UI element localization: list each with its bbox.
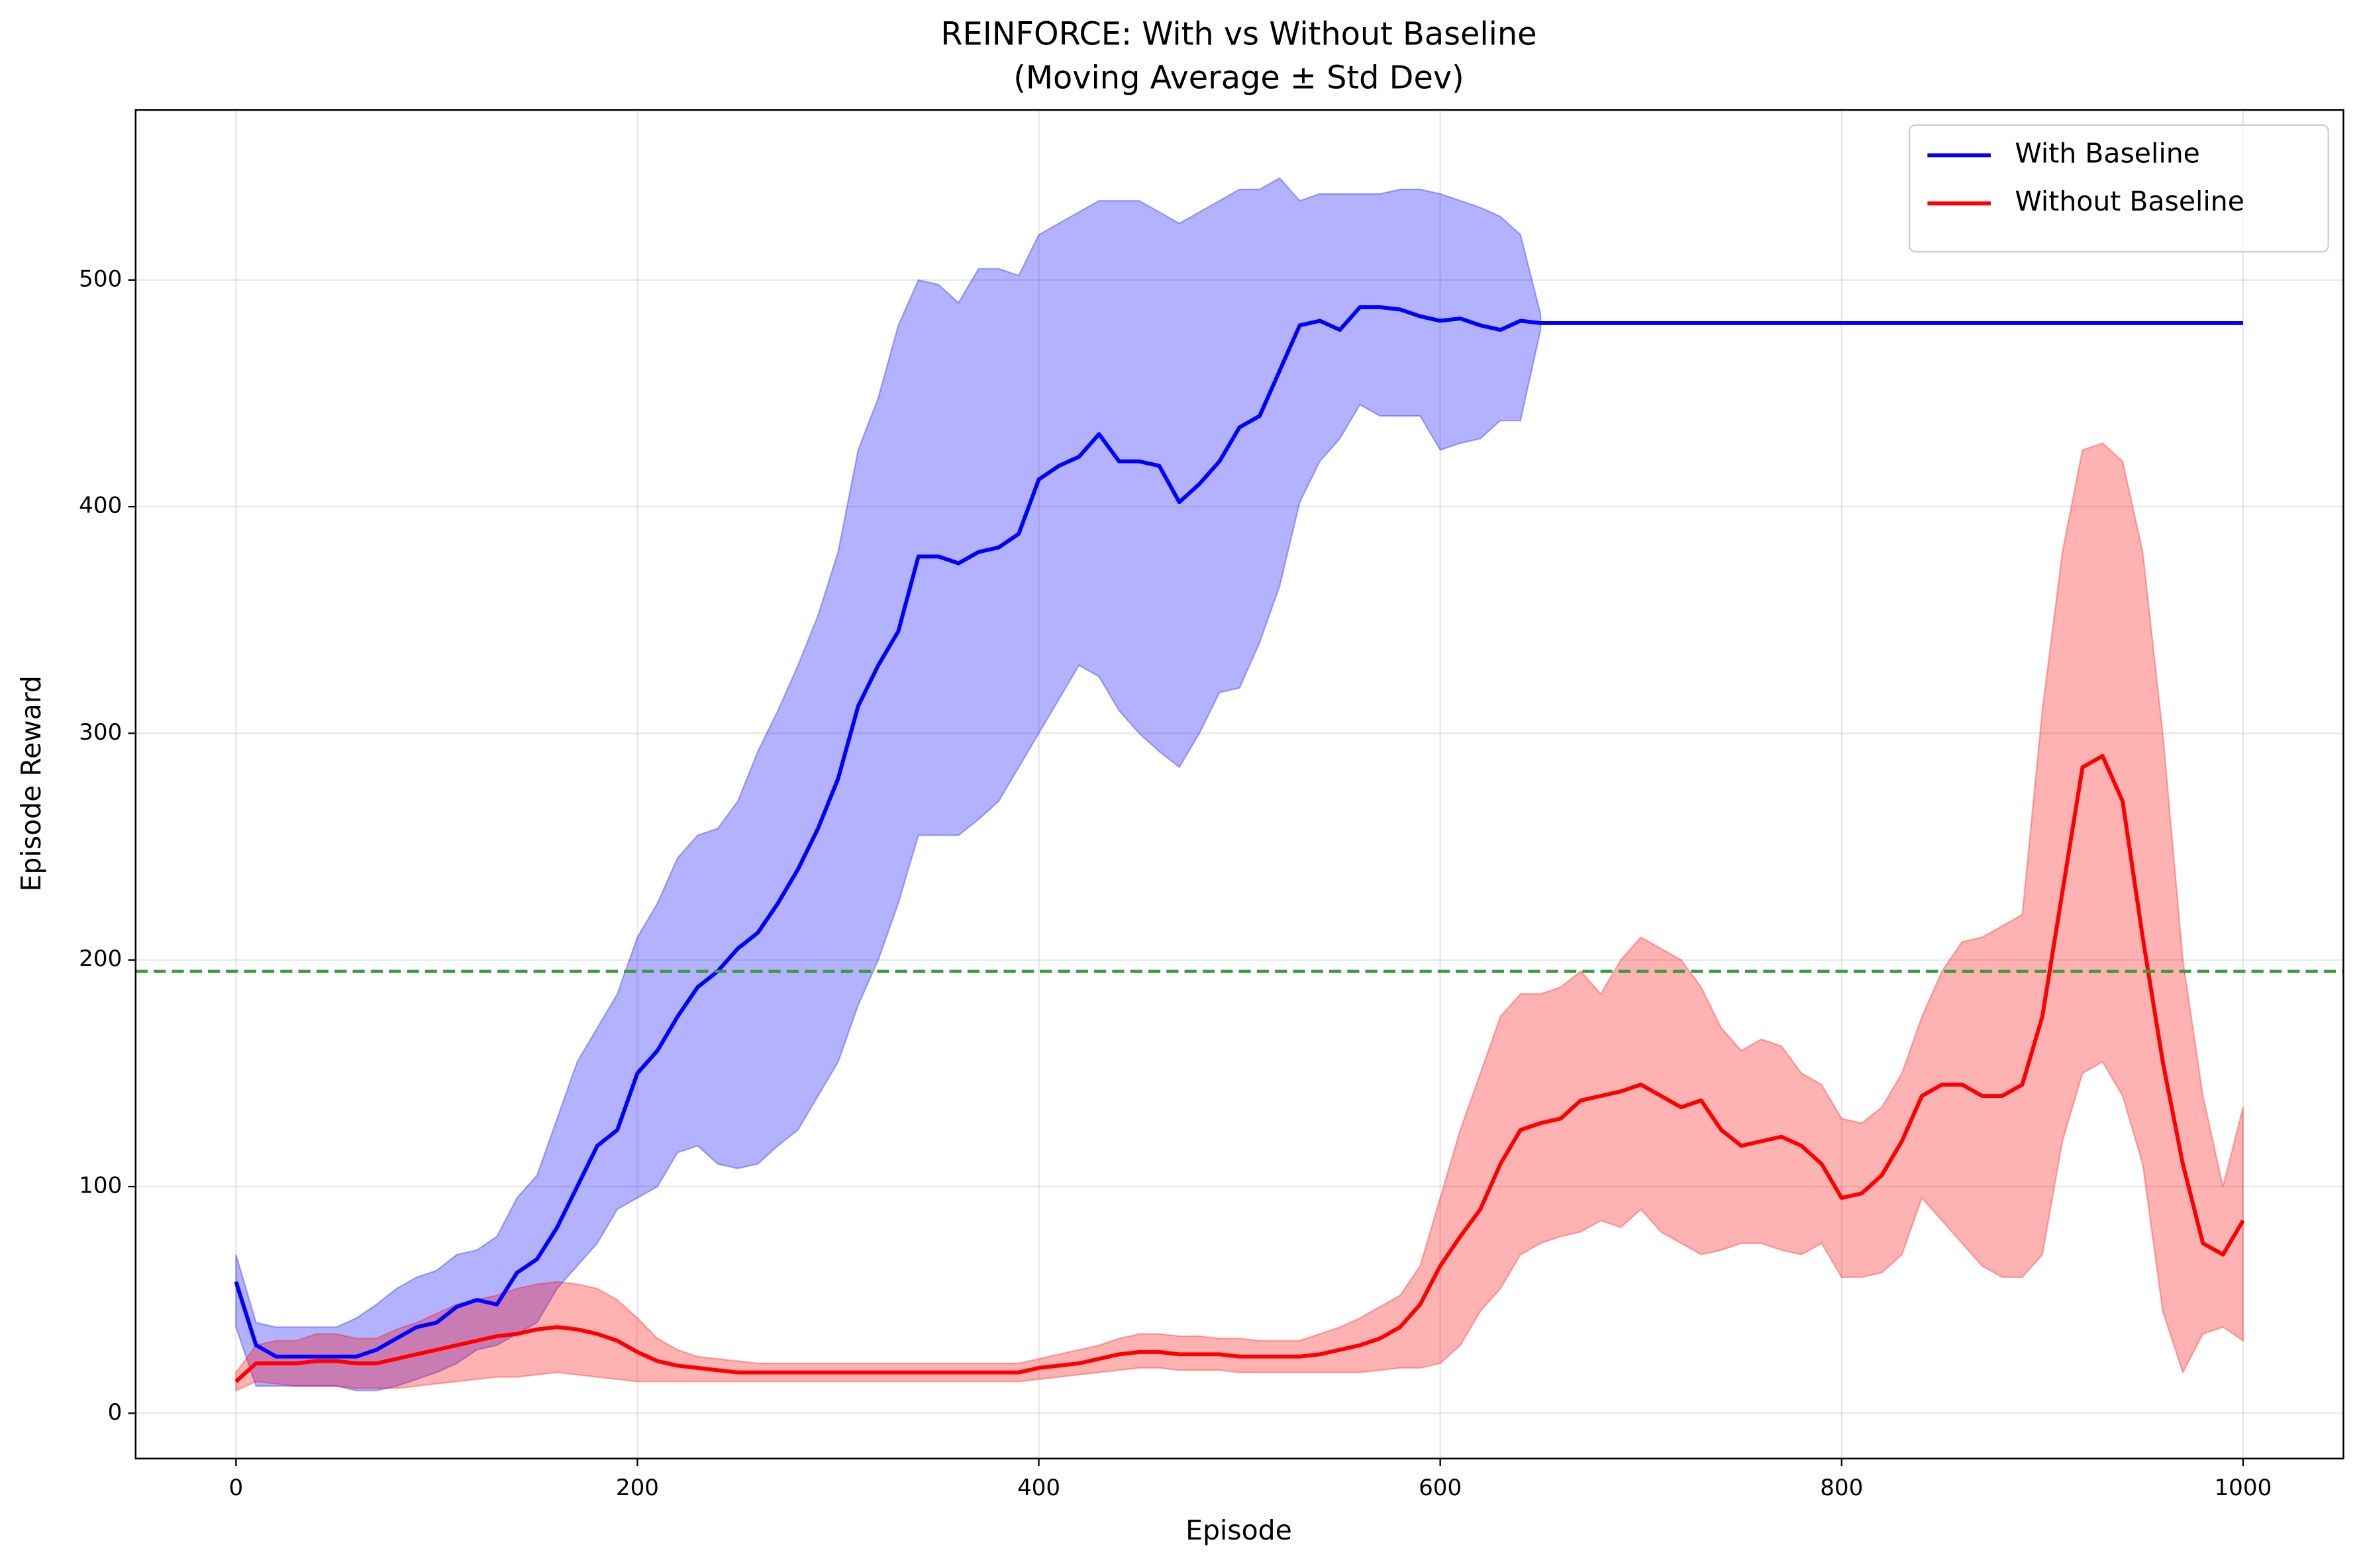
x-tick-label: 800 (1820, 1475, 1863, 1501)
y-tick-label: 200 (79, 946, 122, 972)
y-tick-label: 500 (79, 266, 122, 292)
series-line (234, 754, 2245, 1383)
legend-label: With Baseline (2015, 137, 2200, 169)
y-tick-label: 300 (79, 719, 122, 746)
chart-title: REINFORCE: With vs Without Baseline (940, 17, 1536, 53)
x-tick-label: 1000 (2214, 1475, 2272, 1501)
series-line (234, 305, 2243, 1359)
y-tick-label: 100 (79, 1173, 122, 1199)
chart-subtitle: (Moving Average ± Std Dev) (1013, 60, 1464, 97)
x-tick-label: 0 (228, 1475, 243, 1501)
x-axis-label: Episode (1185, 1514, 1292, 1546)
legend-box (1908, 124, 2329, 253)
std-band (235, 177, 1542, 1392)
y-tick-label: 400 (79, 493, 122, 519)
plot-frame (134, 109, 2344, 1459)
y-tick-label: 0 (108, 1399, 123, 1426)
plot-area: 0 200 400 600 800 1000 0 100 200 300 400 500 With Ba… (79, 109, 2344, 1501)
x-tick-label: 200 (616, 1475, 659, 1501)
x-tick-label: 600 (1419, 1475, 1462, 1501)
x-tick-label: 400 (1017, 1475, 1060, 1501)
std-band (235, 442, 2244, 1392)
y-axis-label: Episode Reward (15, 675, 47, 891)
legend-label: Without Baseline (2015, 185, 2244, 217)
